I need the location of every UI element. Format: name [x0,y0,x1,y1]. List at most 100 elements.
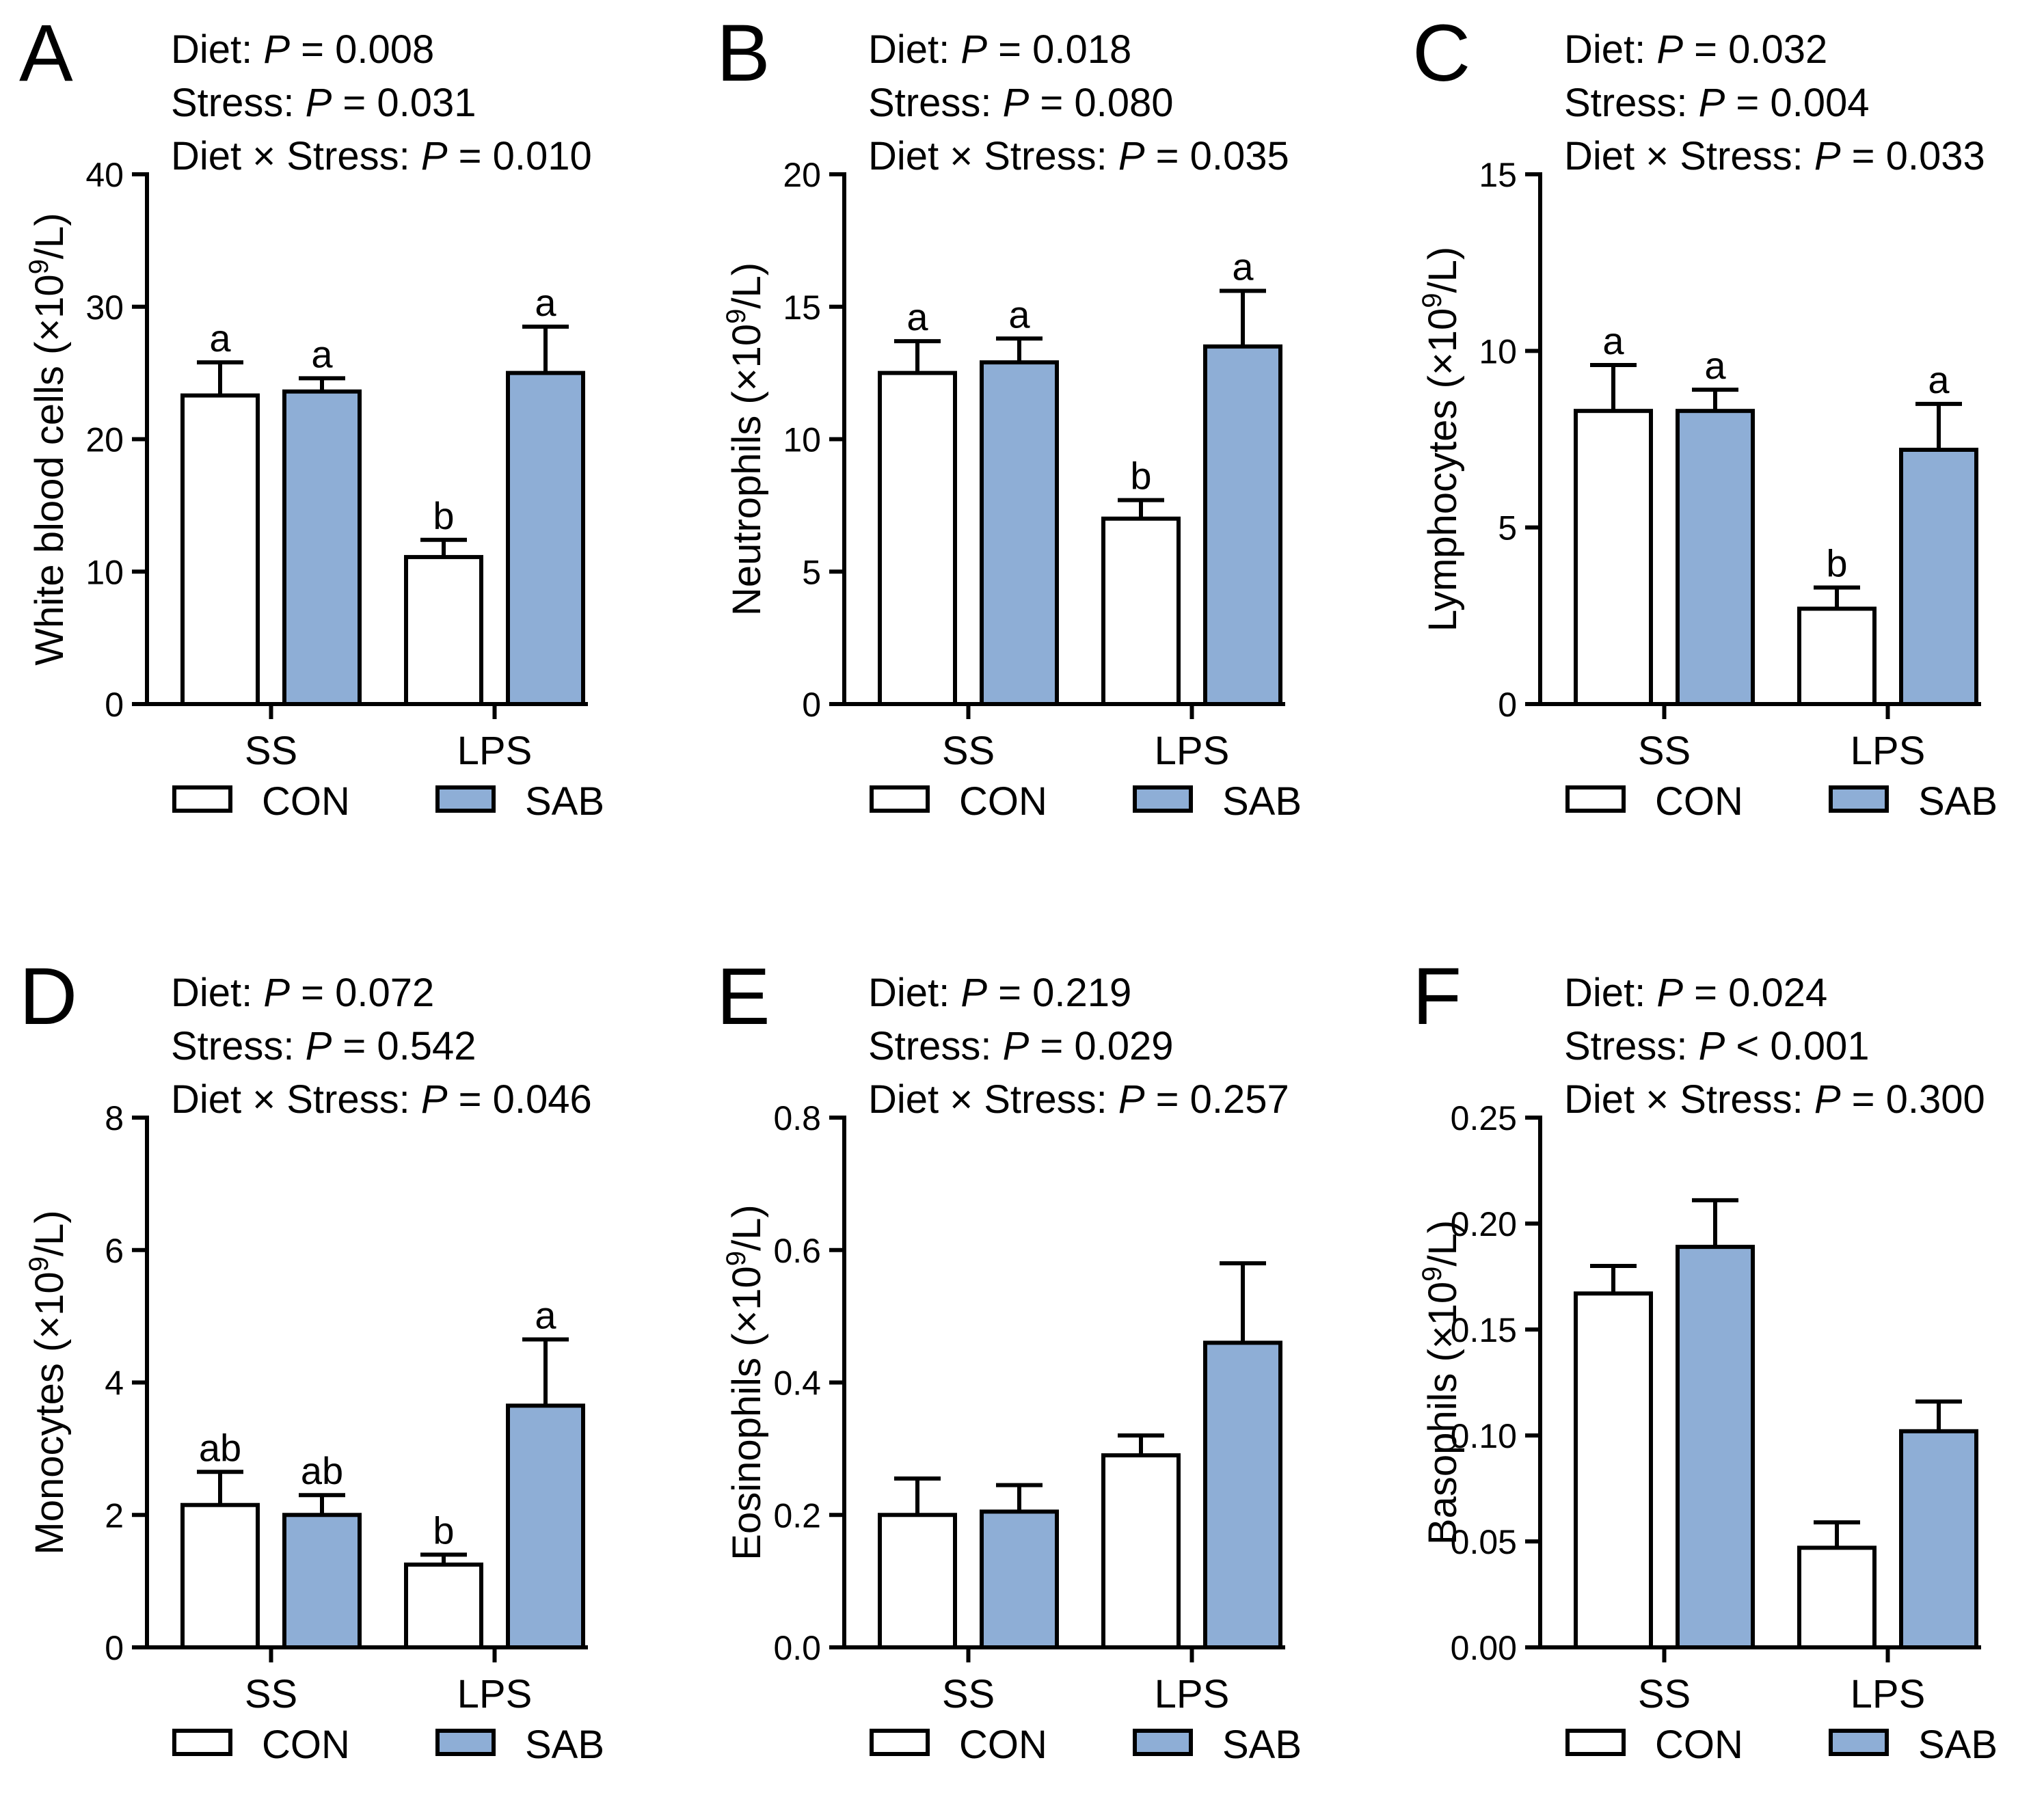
bar-sab-lps [506,1403,585,1649]
y-tick-label: 0 [802,686,821,724]
y-tick-label: 0.10 [1451,1417,1517,1455]
significance-letter: ab [301,1449,343,1492]
legend-swatch-sab [1829,785,1889,813]
y-axis-title: Lymphocytes (×109/L) [1417,247,1465,632]
stats-line-1: Diet: P = 0.024 [1564,971,1827,1015]
x-category-label: SS [245,1672,297,1716]
legend-label-sab: SAB [1918,1723,1998,1767]
significance-letter: a [209,316,231,360]
y-tick-label: 10 [1479,332,1517,370]
y-axis-title: Monocytes (×109/L) [24,1210,72,1554]
panel-letter: E [716,952,770,1042]
significance-letter: a [535,281,556,324]
bar-sab-lps [1203,1340,1282,1649]
significance-letter: b [1826,542,1847,585]
y-axis-title: Basophils (×109/L) [1417,1220,1465,1545]
y-tick-label: 0.2 [773,1496,821,1535]
stats-line-3: Diet × Stress: P = 0.033 [1564,134,1985,178]
y-tick-label: 2 [105,1496,124,1535]
panel-letter: C [1412,8,1470,98]
significance-letter: a [1232,245,1254,288]
legend-label-con: CON [1655,1723,1743,1767]
significance-letter: a [535,1294,556,1337]
y-tick-label: 0.05 [1451,1523,1517,1561]
y-tick-label: 0.4 [773,1364,821,1403]
significance-letter: b [433,1509,454,1552]
bar-sab-ss [1676,1245,1755,1650]
stats-line-1: Diet: P = 0.032 [1564,27,1827,72]
y-tick-label: 4 [105,1364,124,1403]
x-category-label: LPS [457,729,533,773]
y-tick-label: 0.8 [773,1099,821,1137]
bar-con-lps [1797,606,1877,706]
y-tick-label: 5 [1498,509,1517,548]
x-category-label: SS [1638,1672,1691,1716]
stats-line-1: Diet: P = 0.072 [171,971,434,1015]
x-category-label: SS [942,1672,995,1716]
significance-letter: a [1704,344,1726,387]
x-category-label: LPS [1155,1672,1230,1716]
stats-line-3: Diet × Stress: P = 0.046 [171,1077,592,1122]
y-tick-label: 0 [105,686,124,724]
bar-con-lps [1101,516,1181,706]
y-axis-title: Eosinophils (×109/L) [721,1204,769,1560]
significance-letter: a [1928,358,1950,401]
y-tick-label: 6 [105,1232,124,1270]
bar-sab-ss [1676,409,1755,707]
y-tick-label: 8 [105,1099,124,1137]
stats-line-3: Diet × Stress: P = 0.010 [171,134,592,178]
legend-swatch-sab [435,785,496,813]
x-category-label: LPS [1851,1672,1926,1716]
y-tick-label: 5 [802,553,821,591]
bar-con-ss [180,1502,260,1649]
x-category-label: LPS [1155,729,1230,773]
legend-swatch-sab [1133,1729,1193,1756]
y-tick-label: 0 [105,1629,124,1667]
panel-b: B Diet: P = 0.018 Stress: P = 0.080 Diet × … [716,8,1302,824]
x-category-label: LPS [457,1672,533,1716]
x-category-label: SS [245,729,297,773]
legend-label-sab: SAB [1222,1723,1302,1767]
stats-line-2: Stress: P < 0.001 [1564,1024,1870,1068]
bar-con-ss [1574,409,1653,707]
bar-sab-lps [1203,344,1282,706]
y-tick-label: 0.6 [773,1232,821,1270]
y-tick-label: 0.25 [1451,1099,1517,1137]
stats-line-3: Diet × Stress: P = 0.257 [868,1077,1289,1122]
stats-line-3: Diet × Stress: P = 0.035 [868,134,1289,178]
y-tick-label: 15 [1479,156,1517,194]
legend-swatch-con [870,785,930,813]
stats-line-1: Diet: P = 0.008 [171,27,434,72]
y-tick-label: 15 [783,288,821,327]
significance-letter: b [1130,455,1151,498]
stats-line-2: Stress: P = 0.031 [171,81,476,125]
stats-line-2: Stress: P = 0.080 [868,81,1174,125]
y-tick-label: 0 [1498,686,1517,724]
panel-c: C Diet: P = 0.032 Stress: P = 0.004 Diet × … [1412,8,1998,824]
panel-letter: A [19,8,73,98]
significance-letter: a [906,295,928,338]
legend-label-con: CON [1655,779,1743,824]
significance-letter: a [1602,319,1624,362]
legend-swatch-sab [1133,785,1193,813]
bar-con-lps [1101,1453,1181,1649]
panel-f: F Diet: P = 0.024 Stress: P < 0.001 Diet × … [1412,952,1998,1767]
legend-label-con: CON [959,1723,1047,1767]
significance-letter: a [311,332,333,375]
bar-sab-lps [1899,1429,1978,1649]
bar-con-lps [1797,1546,1877,1649]
legend-swatch-con [870,1729,930,1756]
significance-letter: a [1008,293,1030,336]
y-tick-label: 0.15 [1451,1311,1517,1349]
y-tick-label: 0.00 [1451,1629,1517,1667]
legend-label-con: CON [959,779,1047,824]
x-category-label: LPS [1851,729,1926,773]
bar-con-ss [878,370,957,706]
bar-sab-ss [980,360,1059,706]
panel-letter: F [1412,952,1462,1042]
legend-swatch-sab [1829,1729,1889,1756]
y-tick-label: 40 [85,156,124,194]
significance-letter: b [433,494,454,537]
legend-label-sab: SAB [1222,779,1302,824]
stats-line-2: Stress: P = 0.029 [868,1024,1174,1068]
